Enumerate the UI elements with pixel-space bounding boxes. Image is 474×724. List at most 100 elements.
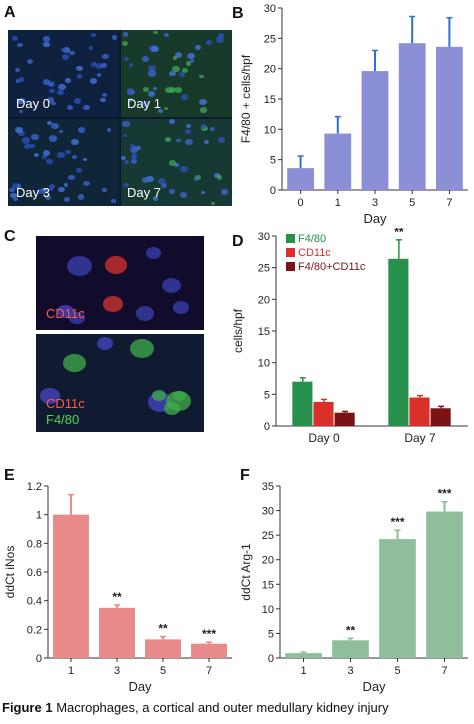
nucleus-cell — [63, 196, 71, 202]
nucleus-cell — [57, 89, 65, 96]
nucleus-cell — [65, 149, 71, 154]
y-tick-label: 0 — [270, 185, 276, 197]
nucleus-cell — [145, 176, 154, 183]
x-tick-label: 3 — [114, 665, 120, 677]
x-tick-label: 1 — [300, 665, 306, 677]
nucleus-cell — [43, 41, 50, 48]
x-tick-label: 5 — [394, 665, 400, 677]
nucleus-cell — [127, 87, 134, 93]
x-tick-label: 7 — [441, 665, 447, 677]
x-tick-label: 3 — [372, 197, 378, 209]
nucleus-cell — [165, 137, 172, 142]
y-tick-label: 0 — [264, 421, 270, 433]
nucleus-cell — [151, 45, 160, 52]
y-tick-label: 5 — [264, 389, 270, 401]
nucleus-cell — [62, 353, 86, 373]
micrograph-c-top: CD11c — [36, 236, 204, 330]
nucleus-cell — [173, 56, 178, 60]
nucleus-cell — [82, 180, 90, 186]
tile-label-day0: Day 0 — [16, 96, 50, 111]
y-tick-label: 1.2 — [27, 481, 42, 493]
nucleus-cell — [147, 70, 156, 77]
nucleus-cell — [9, 192, 18, 199]
nucleus-cell — [66, 104, 74, 111]
micro-c-top-label: CD11c — [46, 306, 85, 321]
nucleus-cell — [203, 139, 209, 144]
y-tick-label: 10 — [262, 604, 274, 616]
nucleus-cell — [186, 124, 192, 129]
y-axis-title: ddCt Arg-1 — [239, 543, 253, 601]
nucleus-cell — [127, 97, 133, 103]
nucleus-cell — [141, 55, 149, 62]
caption-prefix: Figure 1 — [2, 700, 53, 715]
nucleus-cell — [40, 187, 49, 194]
significance-label: ** — [158, 622, 168, 636]
nucleus-cell — [122, 120, 131, 128]
bar — [334, 412, 355, 426]
nucleus-cell — [176, 138, 181, 143]
panel-letter-c: C — [4, 228, 16, 245]
nucleus-cell — [111, 35, 117, 40]
nucleus-cell — [209, 126, 216, 132]
bar — [361, 71, 389, 190]
nucleus-cell — [145, 247, 162, 260]
nucleus-cell — [49, 88, 55, 94]
nucleus-cell — [205, 40, 212, 46]
nucleus-cell — [199, 98, 207, 105]
nucleus-cell — [24, 143, 31, 150]
nucleus-cell — [143, 87, 150, 92]
nucleus-cell — [82, 104, 90, 110]
nucleus-cell — [48, 82, 54, 86]
nucleus-cell — [15, 79, 21, 83]
nucleus-cell — [61, 53, 70, 60]
significance-label: ** — [112, 590, 122, 604]
nucleus-cell — [48, 135, 57, 142]
y-tick-label: 10 — [258, 358, 270, 370]
significance-label: *** — [390, 515, 404, 529]
significance-label: ** — [346, 623, 356, 637]
nucleus-cell — [166, 390, 191, 411]
bar — [398, 43, 426, 190]
nucleus-cell — [200, 107, 207, 113]
bar — [287, 168, 314, 190]
nucleus-cell — [148, 90, 156, 97]
nucleus-cell — [106, 128, 111, 132]
nucleus-cell — [17, 42, 23, 47]
nucleus-cell — [135, 306, 155, 321]
nucleus-cell — [218, 33, 224, 38]
nucleus-cell — [26, 58, 34, 65]
nucleus-cell — [96, 73, 102, 77]
y-tick-label: 1 — [36, 510, 42, 522]
nucleus-cell — [74, 98, 82, 104]
nucleus-cell — [130, 144, 135, 148]
significance-label: *** — [202, 627, 216, 641]
nucleus-cell — [199, 74, 204, 79]
y-tick-label: 25 — [264, 33, 276, 45]
y-tick-label: 0.6 — [27, 567, 42, 579]
y-tick-label: 25 — [258, 263, 270, 275]
y-tick-label: 5 — [268, 628, 274, 640]
nucleus-cell — [56, 152, 65, 159]
nucleus-cell — [152, 390, 167, 402]
x-axis-title: Day — [362, 679, 386, 694]
y-tick-label: 25 — [262, 530, 274, 542]
micrograph-tile-day0: Day 0 — [8, 30, 119, 117]
y-tick-label: 15 — [262, 579, 274, 591]
nucleus-cell — [88, 45, 94, 50]
y-tick-label: 0.4 — [27, 596, 42, 608]
nucleus-cell — [217, 137, 225, 143]
nucleus-cell — [152, 196, 158, 201]
micro-c-bottom-label-1: CD11c — [46, 396, 85, 411]
nucleus-cell — [89, 78, 97, 84]
nucleus-cell — [130, 155, 138, 161]
y-tick-label: 30 — [258, 231, 270, 243]
nucleus-cell — [62, 47, 71, 53]
micrograph-c-bottom: CD11c F4/80 — [36, 334, 204, 432]
nucleus-cell — [31, 134, 39, 140]
nucleus-cell — [194, 174, 202, 180]
y-tick-label: 30 — [264, 3, 276, 15]
nucleus-cell — [45, 195, 51, 200]
micrograph-tile-day7: Day 7 — [121, 119, 232, 206]
nucleus-cell — [152, 86, 158, 91]
nucleus-cell — [193, 177, 199, 181]
